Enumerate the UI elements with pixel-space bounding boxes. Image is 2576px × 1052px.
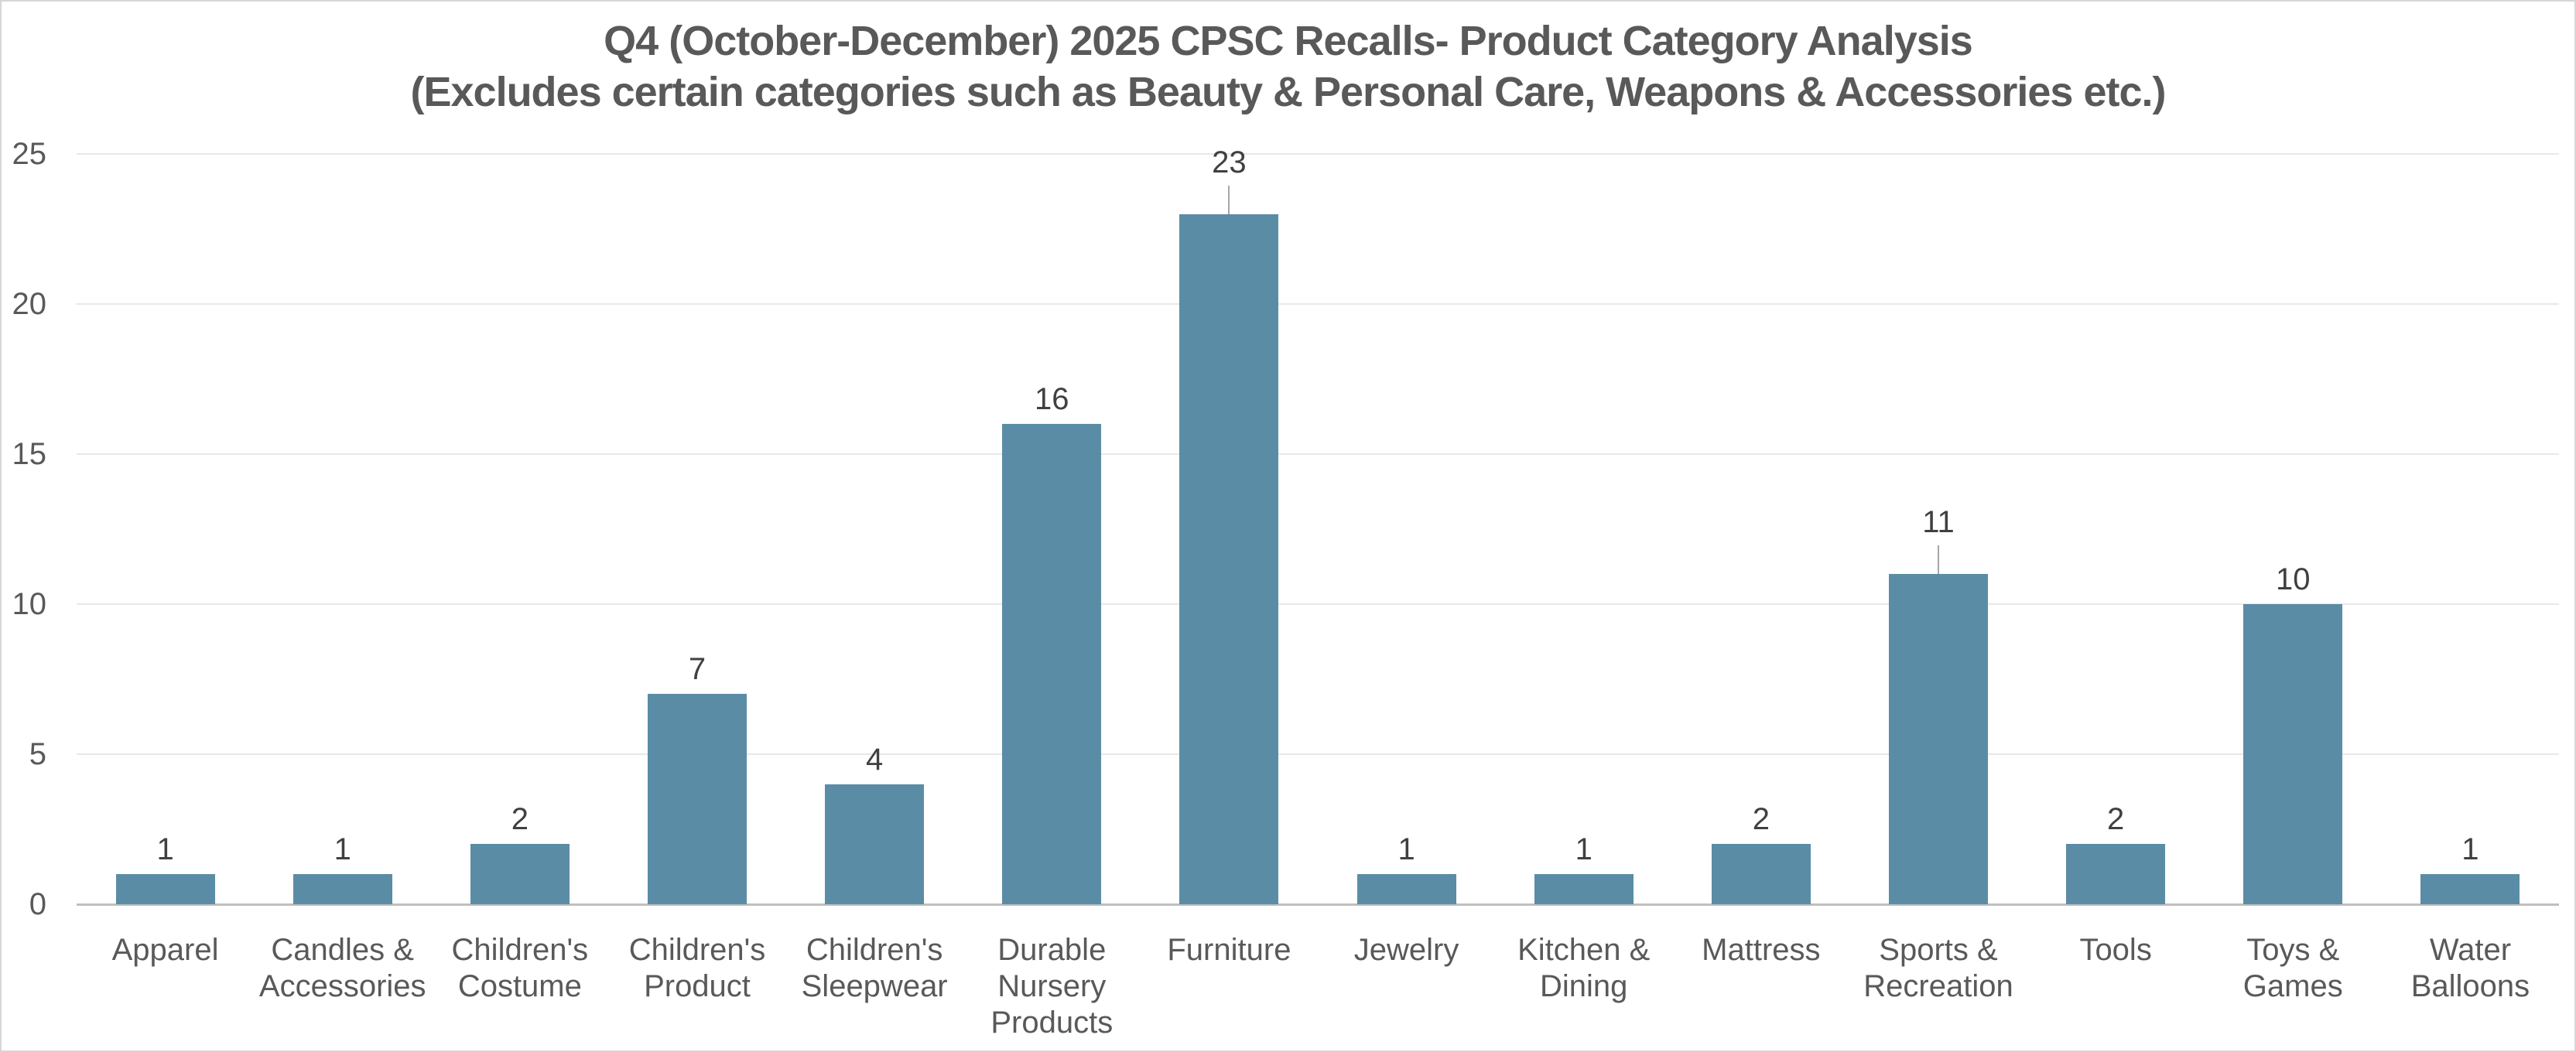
chart-title-block: Q4 (October-December) 2025 CPSC Recalls-…: [2, 15, 2574, 118]
leader-line-furniture: [1228, 185, 1230, 214]
data-label-mattress: 2: [1752, 802, 1770, 837]
bar-children-s-product: [648, 694, 747, 904]
y-axis-tick-label-0: 0: [29, 887, 46, 921]
bar-water-balloons: [2420, 874, 2520, 904]
category-label-candles-accessories: Candles & Accessories: [258, 933, 426, 1003]
category-label-kitchen-dining: Kitchen & Dining: [1517, 933, 1651, 1003]
y-axis-tick-label-15: 15: [12, 437, 47, 471]
data-label-children-s-costume: 2: [511, 802, 529, 837]
y-axis-tick-label-5: 5: [29, 737, 46, 771]
category-label-toys-games: Toys & Games: [2242, 933, 2343, 1003]
gridline-10: [77, 603, 2559, 605]
data-label-jewelry: 1: [1397, 832, 1415, 867]
data-label-durable-nursery-products: 16: [1035, 382, 1069, 417]
bar-durable-nursery-products: [1002, 424, 1102, 904]
category-label-jewelry: Jewelry: [1353, 933, 1459, 967]
data-label-kitchen-dining: 1: [1575, 832, 1592, 867]
category-label-tools: Tools: [2079, 933, 2152, 967]
category-label-durable-nursery-products: Durable Nursery Products: [990, 933, 1114, 1040]
data-label-apparel: 1: [156, 832, 174, 867]
leader-line-sports-recreation: [1938, 545, 1939, 575]
category-label-mattress: Mattress: [1702, 933, 1821, 967]
data-label-children-s-product: 7: [688, 652, 706, 687]
chart-subtitle: (Excludes certain categories such as Bea…: [410, 69, 2167, 115]
category-label-children-s-costume: Children's Costume: [451, 933, 589, 1003]
bar-sports-recreation: [1889, 574, 1988, 904]
category-label-children-s-sleepwear: Children's Sleepwear: [801, 933, 948, 1003]
category-label-furniture: Furniture: [1167, 933, 1291, 967]
data-label-furniture: 23: [1212, 145, 1247, 179]
y-axis-tick-label-25: 25: [12, 137, 47, 171]
bar-tools: [2066, 844, 2166, 904]
data-label-children-s-sleepwear: 4: [866, 742, 884, 777]
data-label-water-balloons: 1: [2461, 832, 2479, 867]
gridline-15: [77, 453, 2559, 455]
category-label-sports-recreation: Sports & Recreation: [1863, 933, 2013, 1003]
bar-jewelry: [1356, 874, 1456, 904]
bar-kitchen-dining: [1534, 874, 1634, 904]
category-label-water-balloons: Water Balloons: [2410, 933, 2530, 1003]
category-label-apparel: Apparel: [111, 933, 219, 967]
gridline-25: [77, 153, 2559, 155]
bar-toys-games: [2243, 604, 2343, 904]
y-axis-tick-label-20: 20: [12, 287, 47, 321]
data-label-toys-games: 10: [2276, 562, 2311, 596]
gridline-5: [77, 753, 2559, 755]
category-label-children-s-product: Children's Product: [628, 933, 766, 1003]
bar-mattress: [1711, 844, 1811, 904]
bar-apparel: [115, 874, 215, 904]
bar-children-s-costume: [470, 844, 570, 904]
data-label-sports-recreation: 11: [1922, 505, 1955, 540]
gridline-20: [77, 303, 2559, 305]
x-axis-line: [77, 903, 2559, 906]
chart-title: Q4 (October-December) 2025 CPSC Recalls-…: [604, 18, 1973, 64]
data-label-tools: 2: [2107, 802, 2125, 837]
data-label-candles-accessories: 1: [334, 832, 351, 867]
y-axis-tick-label-10: 10: [12, 587, 47, 621]
bar-candles-accessories: [292, 874, 392, 904]
bar-children-s-sleepwear: [825, 784, 925, 904]
bar-furniture: [1179, 213, 1279, 904]
